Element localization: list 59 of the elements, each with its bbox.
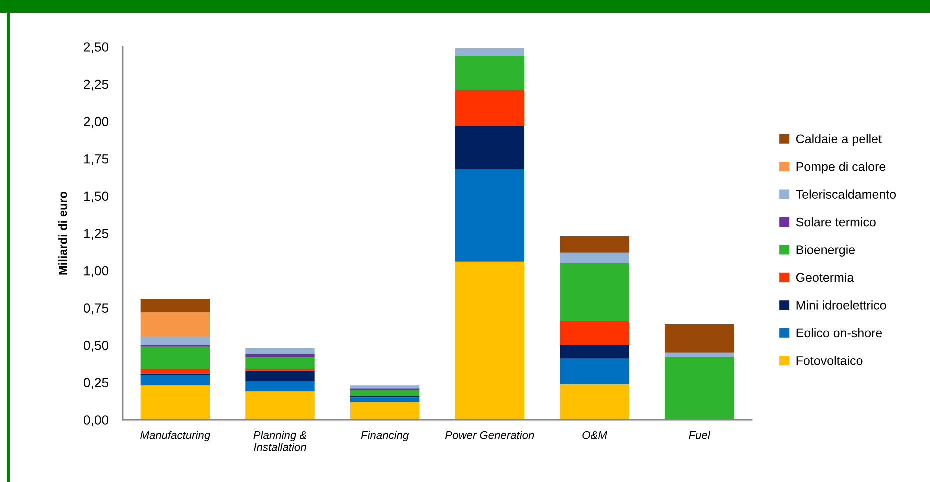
bar	[350, 386, 420, 389]
y-tick-label: 1,25	[84, 229, 109, 240]
y-tick-label: 0,75	[84, 304, 109, 315]
y-tick-label: 0,25	[84, 378, 109, 390]
bar	[455, 169, 525, 262]
bar	[246, 392, 315, 420]
bar	[140, 375, 210, 386]
bar	[664, 352, 734, 358]
bar	[350, 390, 420, 396]
x-tick-label: Planning & Installation	[254, 431, 307, 452]
x-tick-label: Manufacturing	[140, 431, 211, 442]
bar	[140, 386, 210, 420]
y-tick-label: 2,00	[84, 117, 109, 128]
bar	[560, 345, 630, 359]
bar	[246, 381, 315, 392]
bar	[664, 357, 734, 420]
y-axis-title: Miliardi di euro	[58, 192, 68, 275]
x-tick-label: Power Generation	[445, 431, 534, 440]
bar	[246, 357, 315, 370]
legend-label: Caldaie a pellet	[796, 134, 882, 146]
y-tick-label: 1,50	[84, 192, 109, 203]
bar	[560, 252, 630, 264]
y-tick-label: 1,75	[84, 154, 109, 166]
bar	[455, 90, 525, 126]
bar	[350, 402, 420, 420]
bar	[246, 370, 315, 382]
bar	[560, 322, 630, 346]
y-tick-label: 0,50	[84, 340, 109, 352]
bar	[140, 346, 210, 370]
x-tick-label: Financing	[361, 431, 410, 442]
bar	[246, 348, 315, 354]
bar	[246, 354, 315, 358]
bar	[560, 358, 630, 384]
legend-label: Solare termico	[796, 218, 876, 227]
bar	[140, 299, 210, 313]
legend-label: Bioenergie	[796, 245, 856, 257]
bar	[560, 236, 630, 253]
y-tick-label: 1,00	[84, 266, 109, 278]
bar	[560, 384, 630, 420]
legend-label: Mini idroelettrico	[796, 300, 886, 310]
bar	[140, 312, 210, 336]
bar	[455, 48, 525, 56]
bar	[664, 324, 734, 353]
legend-label: Eolico on-shore	[796, 328, 882, 338]
bar	[560, 263, 630, 322]
bar	[140, 336, 210, 346]
x-tick-label: O&M	[582, 431, 608, 440]
y-tick-label: 0,00	[84, 416, 109, 426]
bar	[350, 398, 420, 402]
legend-label: Pompe di calore	[796, 162, 886, 174]
legend-label: Teleriscaldamento	[796, 190, 896, 199]
legend-label: Geotermia	[796, 272, 854, 282]
bar	[455, 126, 525, 170]
bar	[455, 262, 525, 420]
x-tick-label: Fuel	[689, 431, 711, 440]
y-tick-label: 2,50	[84, 42, 109, 54]
y-tick-label: 2,25	[84, 80, 109, 91]
bar	[455, 56, 525, 90]
legend-label: Fotovoltaico	[796, 356, 863, 366]
